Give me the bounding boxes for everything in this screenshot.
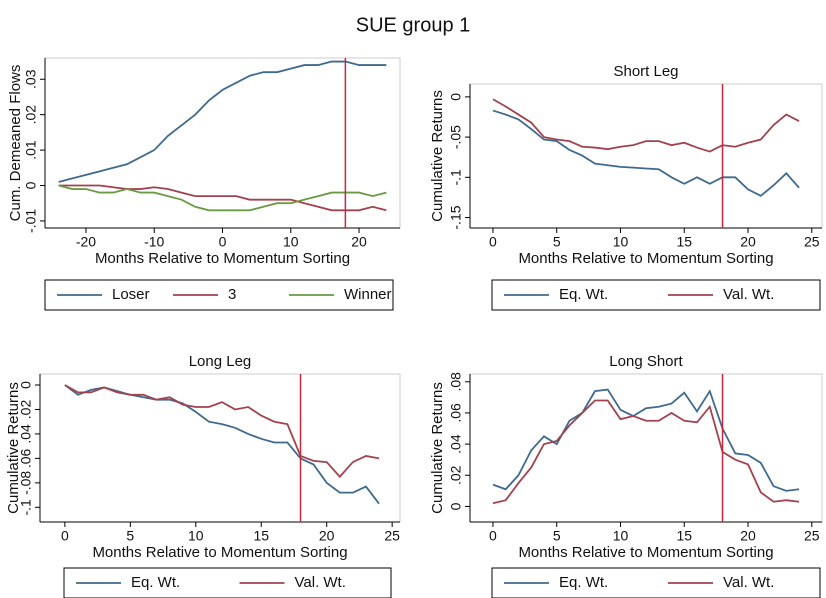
x-tick-label: -20 [76, 234, 96, 250]
plot-frame [469, 373, 823, 523]
y-tick-label: .06 [448, 403, 464, 423]
legend-label: Val. Wt. [723, 286, 774, 303]
plot-frame [469, 83, 823, 229]
y-tick-label: .06 [18, 448, 34, 468]
panel-title: Long Short [609, 353, 683, 370]
y-tick-label: .02 [448, 465, 464, 485]
plot-frame [44, 57, 401, 229]
y-tick-label: -.15 [448, 205, 464, 229]
y-tick-label: .04 [18, 424, 34, 444]
legend-box [44, 279, 394, 311]
y-tick-label: 0 [448, 93, 464, 101]
x-tick-label: 0 [489, 528, 497, 544]
y-axis-title: Cumulative Returns [429, 382, 446, 514]
series-line [492, 98, 800, 153]
panel-title: Short Leg [613, 63, 678, 80]
series-line [492, 399, 800, 505]
y-axis-title: Cum. Demeaned Flows [7, 65, 24, 222]
figure-title: SUE group 1 [356, 14, 471, 36]
x-tick-label: -10 [144, 234, 164, 250]
x-tick-label: 5 [126, 528, 134, 544]
x-axis-title: Months Relative to Momentum Sorting [518, 544, 773, 561]
x-tick-label: 5 [553, 234, 561, 250]
y-axis-title: Cumulative Returns [5, 382, 22, 514]
x-tick-label: 0 [489, 234, 497, 250]
y-tick-label: -.08 [18, 471, 34, 495]
y-tick-label: 0 [448, 502, 464, 510]
x-tick-label: 20 [319, 528, 335, 544]
y-axis-title: Cumulative Returns [429, 90, 446, 222]
y-tick-label: -.1 [448, 169, 464, 186]
plot-frame [39, 373, 401, 523]
legend-box [63, 567, 392, 598]
x-tick-label: 25 [804, 528, 820, 544]
y-tick-label: 0 [18, 381, 34, 389]
y-tick-label: -.1 [18, 499, 34, 516]
legend-label: Val. Wt. [295, 574, 346, 591]
series-line [492, 388, 800, 492]
legend-label: Val. Wt. [723, 574, 774, 591]
y-tick-label: .04 [448, 434, 464, 454]
legend-label: Winner [344, 286, 392, 303]
x-axis-title: Months Relative to Momentum Sorting [518, 250, 773, 267]
legend-label: 3 [228, 286, 236, 303]
y-tick-label: .08 [448, 372, 464, 392]
y-tick-label: .02 [18, 400, 34, 420]
y-tick-label: .02 [23, 105, 39, 125]
x-axis-title: Months Relative to Momentum Sorting [92, 544, 347, 561]
series-line [58, 184, 387, 212]
x-tick-label: 15 [676, 528, 692, 544]
x-tick-label: 15 [253, 528, 269, 544]
x-tick-label: 25 [804, 234, 820, 250]
x-tick-label: 10 [283, 234, 299, 250]
x-tick-label: 20 [740, 234, 756, 250]
series-line [58, 60, 387, 183]
x-tick-label: 0 [219, 234, 227, 250]
x-tick-label: 10 [613, 528, 629, 544]
panel-title: Long Leg [189, 353, 252, 370]
y-tick-label: .03 [23, 69, 39, 89]
x-tick-label: 10 [613, 234, 629, 250]
x-tick-label: 5 [553, 528, 561, 544]
series-line [492, 109, 800, 197]
legend-label: Eq. Wt. [131, 574, 180, 591]
y-tick-label: -.05 [448, 125, 464, 149]
x-axis-title: Months Relative to Momentum Sorting [95, 250, 350, 267]
legend-label: Eq. Wt. [559, 286, 608, 303]
x-tick-label: 15 [676, 234, 692, 250]
y-tick-label: 0 [23, 181, 39, 189]
series-line [64, 384, 380, 479]
y-tick-label: -.01 [23, 209, 39, 233]
x-tick-label: 25 [384, 528, 400, 544]
legend-label: Eq. Wt. [559, 574, 608, 591]
series-line [64, 384, 380, 505]
legend-label: Loser [112, 286, 150, 303]
x-tick-label: 0 [61, 528, 69, 544]
legend-box [491, 567, 821, 598]
legend-box [491, 279, 821, 311]
x-tick-label: 10 [188, 528, 204, 544]
series-line [58, 184, 387, 212]
x-tick-label: 20 [740, 528, 756, 544]
y-tick-label: .01 [23, 140, 39, 160]
x-tick-label: 20 [351, 234, 367, 250]
